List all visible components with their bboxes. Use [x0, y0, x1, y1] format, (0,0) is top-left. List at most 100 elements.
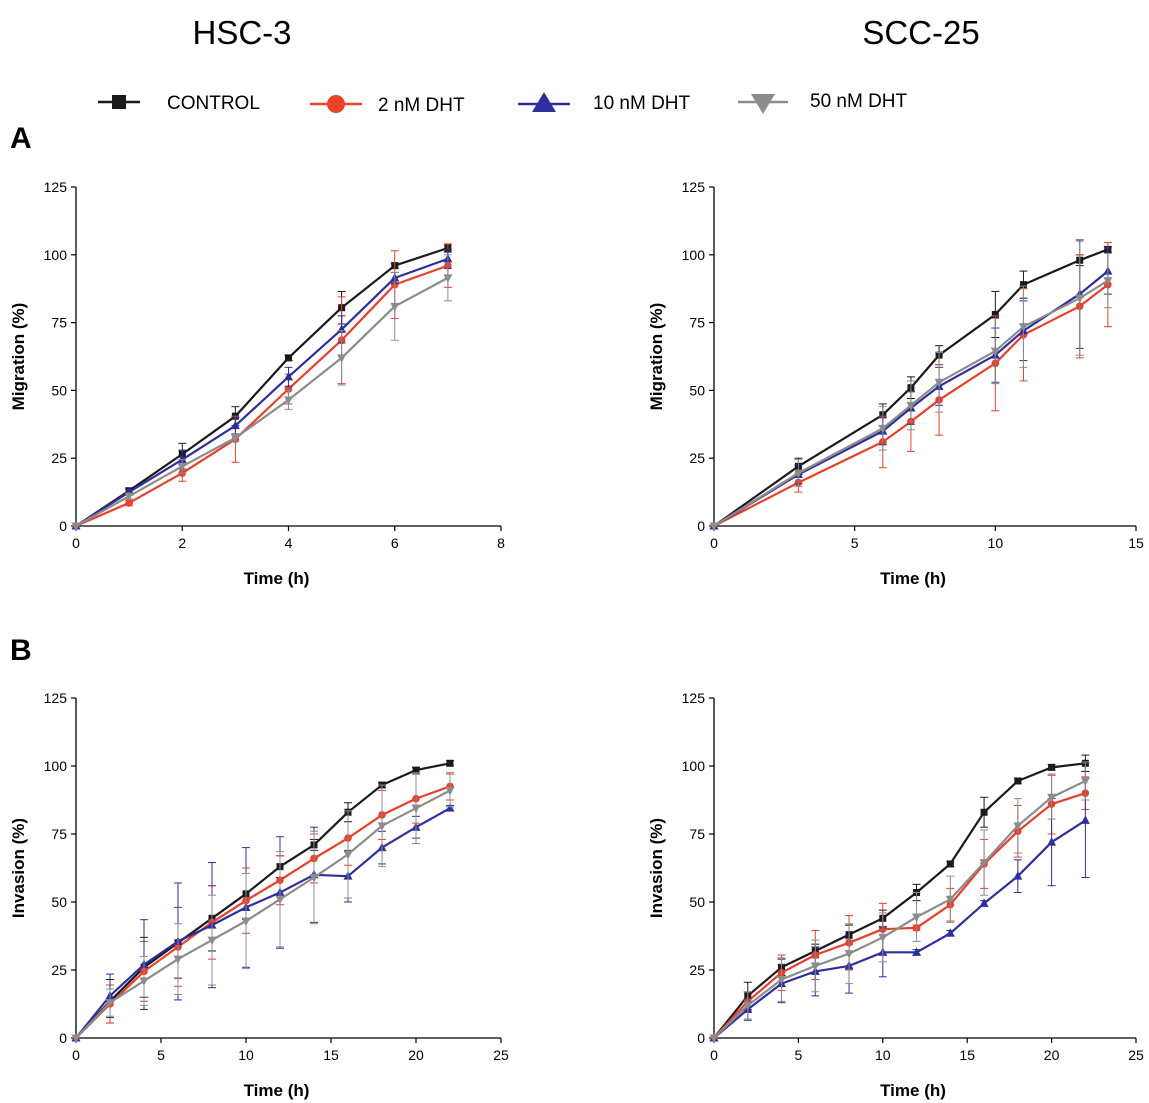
data-point — [445, 803, 455, 812]
data-point — [1075, 294, 1085, 304]
y-tick-label: 50 — [689, 382, 705, 398]
x-tick-label: 15 — [959, 1047, 975, 1063]
y-tick-label: 50 — [51, 894, 67, 910]
legend-item-2nm-dht: 2 nM DHT — [310, 95, 465, 116]
x-tick-label: 0 — [710, 535, 718, 551]
series-line-50-nm-dht — [75, 276, 449, 527]
data-point — [446, 759, 454, 767]
legend-item-50nm-dht: 50 nM DHT — [738, 91, 908, 114]
series-line-control — [75, 246, 449, 527]
x-axis-title: Time (h) — [880, 569, 946, 588]
data-point — [1019, 281, 1027, 289]
x-tick-label: 10 — [988, 535, 1004, 551]
x-tick-label: 8 — [497, 535, 505, 551]
x-tick-label: 15 — [323, 1047, 339, 1063]
x-tick-label: 10 — [238, 1047, 254, 1063]
data-point — [443, 274, 453, 283]
x-tick-label: 5 — [157, 1047, 165, 1063]
data-point — [906, 401, 916, 411]
y-tick-label: 25 — [51, 962, 67, 978]
x-tick-label: 25 — [493, 1047, 509, 1063]
series-10-nm-dht — [71, 803, 455, 1042]
data-point — [979, 898, 989, 907]
data-point — [1103, 277, 1113, 286]
data-point — [1080, 815, 1090, 824]
data-point — [275, 895, 285, 905]
data-point — [124, 492, 134, 502]
data-point — [411, 804, 421, 814]
legend-marker-circle — [327, 95, 345, 113]
legend-marker-triangle-up — [532, 92, 556, 112]
data-point — [125, 499, 133, 507]
data-point — [343, 850, 353, 860]
x-tick-label: 5 — [795, 1047, 803, 1063]
data-point — [207, 936, 217, 946]
data-point — [1047, 837, 1057, 846]
y-tick-label: 125 — [682, 179, 706, 195]
series-line-50-nm-dht — [713, 780, 1086, 1039]
series-50-nm-dht — [709, 761, 1090, 1043]
legend-marker-square — [112, 95, 126, 109]
y-axis-title: Invasion (%) — [647, 818, 666, 918]
series-line-2-nm-dht — [713, 792, 1086, 1039]
data-point — [844, 950, 854, 959]
chart-hsc3-migration: 0 2 4 6 8 0 25 50 75 100 125 Time (h) Migration (%) — [9, 179, 505, 588]
data-point — [230, 434, 240, 443]
data-point — [71, 1034, 81, 1043]
data-point — [390, 302, 400, 312]
data-point — [377, 822, 387, 831]
data-point — [793, 469, 803, 479]
y-tick-label: 75 — [689, 315, 705, 331]
panel-letter-a: A — [10, 122, 32, 155]
legend-label-50nm-dht: 50 nM DHT — [810, 91, 908, 112]
data-point — [177, 454, 187, 464]
data-point — [912, 913, 922, 922]
x-tick-label: 2 — [178, 535, 186, 551]
data-point — [810, 962, 820, 971]
x-tick-label: 15 — [1128, 535, 1144, 551]
data-point — [285, 354, 292, 362]
data-point — [173, 955, 183, 965]
data-point — [284, 385, 293, 393]
series-line-50-nm-dht — [75, 789, 451, 1039]
y-tick-label: 125 — [44, 690, 68, 706]
data-point — [445, 786, 455, 796]
series-line-2-nm-dht — [75, 785, 451, 1039]
x-axis-title: Time (h) — [880, 1081, 946, 1100]
legend-item-10nm-dht: 10 nM DHT — [518, 92, 691, 114]
x-tick-label: 20 — [1044, 1047, 1060, 1063]
y-axis-title: Invasion (%) — [9, 818, 28, 918]
series-10-nm-dht — [709, 762, 1090, 1042]
x-tick-label: 10 — [875, 1047, 891, 1063]
y-tick-label: 0 — [697, 1030, 705, 1046]
y-tick-label: 75 — [51, 826, 67, 842]
chart-hsc3-invasion: 0 5 10 15 20 25 0 25 50 75 100 125 Time (h) Invasion … — [9, 690, 509, 1100]
data-point — [990, 347, 1000, 357]
series-line-10-nm-dht — [75, 807, 451, 1039]
y-tick-label: 50 — [689, 894, 705, 910]
series-50-nm-dht — [709, 240, 1113, 531]
legend-marker-triangle-down — [751, 94, 775, 114]
y-tick-label: 100 — [44, 247, 68, 263]
data-point — [230, 420, 240, 430]
data-point — [945, 928, 955, 937]
legend: CONTROL 2 nM DHT 10 nM DHT 50 nM DHT — [98, 91, 908, 116]
data-point — [1048, 763, 1056, 771]
series-50-nm-dht — [71, 772, 455, 1043]
data-point — [1080, 777, 1090, 786]
data-point — [709, 1034, 719, 1043]
series-line-2-nm-dht — [75, 264, 449, 528]
y-tick-label: 75 — [51, 315, 67, 331]
series-2-nm-dht — [72, 772, 454, 1042]
series-50-nm-dht — [71, 254, 453, 531]
y-tick-label: 100 — [682, 758, 706, 774]
data-point — [1018, 323, 1028, 332]
series-line-10-nm-dht — [713, 819, 1086, 1039]
data-point — [337, 354, 347, 363]
data-point — [1014, 777, 1022, 785]
data-point — [139, 977, 149, 986]
x-tick-label: 5 — [851, 535, 859, 551]
data-point — [241, 917, 251, 927]
y-axis-title: Migration (%) — [647, 303, 666, 411]
legend-label-2nm-dht: 2 nM DHT — [378, 95, 465, 116]
